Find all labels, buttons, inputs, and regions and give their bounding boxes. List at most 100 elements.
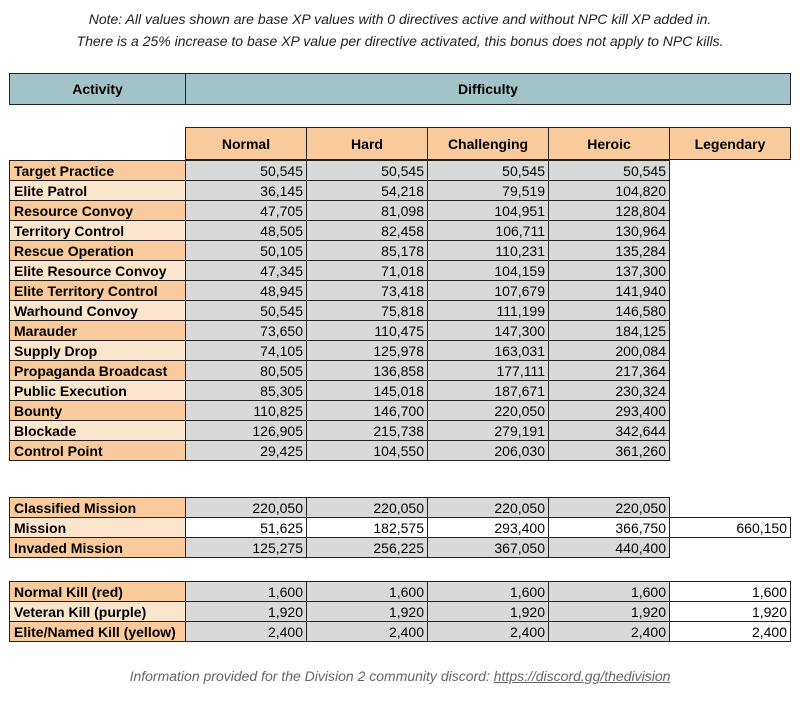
empty-cell <box>669 280 791 301</box>
discord-link[interactable]: https://discord.gg/thedivision <box>493 668 671 684</box>
row-label: Marauder <box>9 320 186 341</box>
table-row: Territory Control 48,505 82,458 106,711 130,… <box>9 220 791 241</box>
column-challenging: Challenging <box>427 127 549 160</box>
empty-cell <box>669 240 791 261</box>
table-row: Propaganda Broadcast 80,505 136,858 177,111… <box>9 360 791 381</box>
table-row: Supply Drop 74,105 125,978 163,031 200,084 <box>9 340 791 361</box>
xp-value-cell: 104,820 <box>548 180 670 201</box>
row-label: Supply Drop <box>9 340 186 361</box>
table-row: Invaded Mission 125,275 256,225 367,050 440,… <box>9 537 791 558</box>
table-row: Resource Convoy 47,705 81,098 104,951 128,80… <box>9 200 791 221</box>
table-row: Public Execution 85,305 145,018 187,671 230,… <box>9 380 791 401</box>
xp-value-cell: 146,580 <box>548 300 670 321</box>
xp-value-cell: 29,425 <box>185 440 307 461</box>
xp-value-cell: 48,505 <box>185 220 307 241</box>
table-row: Control Point 29,425 104,550 206,030 361,260 <box>9 440 791 461</box>
xp-value-cell: 1,920 <box>669 601 791 622</box>
xp-value-cell: 1,920 <box>185 601 307 622</box>
missions-table: Classified Mission 220,050 220,050 220,050 2… <box>9 497 791 558</box>
xp-value-cell: 200,084 <box>548 340 670 361</box>
xp-value-cell: 660,150 <box>669 517 791 538</box>
xp-value-cell: 366,750 <box>548 517 670 538</box>
xp-value-cell: 50,545 <box>548 160 670 181</box>
xp-value-cell: 220,050 <box>306 497 428 518</box>
activities-table: Target Practice 50,545 50,545 50,545 50,545 E… <box>9 160 791 461</box>
xp-value-cell: 1,920 <box>548 601 670 622</box>
kills-table: Normal Kill (red) 1,600 1,600 1,600 1,600 1,6… <box>9 581 791 642</box>
xp-value-cell: 50,545 <box>427 160 549 181</box>
xp-value-cell: 130,964 <box>548 220 670 241</box>
xp-value-cell: 71,018 <box>306 260 428 281</box>
xp-value-cell: 47,345 <box>185 260 307 281</box>
footer: Information provided for the Division 2 … <box>0 668 800 684</box>
xp-value-cell: 184,125 <box>548 320 670 341</box>
xp-value-cell: 73,650 <box>185 320 307 341</box>
table-row: Elite Patrol 36,145 54,218 79,519 104,820 <box>9 180 791 201</box>
xp-value-cell: 256,225 <box>306 537 428 558</box>
table-row: Blockade 126,905 215,738 279,191 342,644 <box>9 420 791 441</box>
empty-cell <box>669 320 791 341</box>
xp-value-cell: 177,111 <box>427 360 549 381</box>
table-row: Rescue Operation 50,105 85,178 110,231 135,2… <box>9 240 791 261</box>
empty-cell <box>669 537 791 558</box>
empty-cell <box>669 380 791 401</box>
xp-value-cell: 141,940 <box>548 280 670 301</box>
row-label: Blockade <box>9 420 186 441</box>
xp-value-cell: 145,018 <box>306 380 428 401</box>
row-label: Elite Resource Convoy <box>9 260 186 281</box>
xp-value-cell: 1,920 <box>427 601 549 622</box>
column-normal: Normal <box>185 127 307 160</box>
row-label: Veteran Kill (purple) <box>9 601 186 622</box>
row-label: Resource Convoy <box>9 200 186 221</box>
xp-value-cell: 1,600 <box>427 581 549 602</box>
xp-value-cell: 136,858 <box>306 360 428 381</box>
empty-cell <box>669 220 791 241</box>
table-row: Bounty 110,825 146,700 220,050 293,400 <box>9 400 791 421</box>
xp-value-cell: 279,191 <box>427 420 549 441</box>
row-label: Elite/Named Kill (yellow) <box>9 621 186 642</box>
xp-value-cell: 230,324 <box>548 380 670 401</box>
empty-cell <box>669 300 791 321</box>
xp-value-cell: 1,920 <box>306 601 428 622</box>
xp-value-cell: 2,400 <box>427 621 549 642</box>
row-label: Target Practice <box>9 160 186 181</box>
row-label: Rescue Operation <box>9 240 186 261</box>
xp-value-cell: 48,945 <box>185 280 307 301</box>
xp-value-cell: 2,400 <box>548 621 670 642</box>
table-row: Elite/Named Kill (yellow) 2,400 2,400 2,400… <box>9 621 791 642</box>
xp-value-cell: 367,050 <box>427 537 549 558</box>
xp-value-cell: 163,031 <box>427 340 549 361</box>
note-line-2: There is a 25% increase to base XP value… <box>76 33 724 49</box>
xp-value-cell: 47,705 <box>185 200 307 221</box>
empty-cell <box>669 360 791 381</box>
column-legendary: Legendary <box>669 127 791 160</box>
xp-value-cell: 36,145 <box>185 180 307 201</box>
empty-cell <box>669 340 791 361</box>
xp-value-cell: 220,050 <box>427 400 549 421</box>
difficulty-columns: Normal Hard Challenging Heroic Legendary <box>185 127 791 160</box>
empty-cell <box>669 497 791 518</box>
xp-value-cell: 50,105 <box>185 240 307 261</box>
empty-cell <box>669 260 791 281</box>
empty-cell <box>669 400 791 421</box>
table-row: Classified Mission 220,050 220,050 220,050 2… <box>9 497 791 518</box>
xp-value-cell: 128,804 <box>548 200 670 221</box>
table-row: Veteran Kill (purple) 1,920 1,920 1,920 1,92… <box>9 601 791 622</box>
xp-value-cell: 85,178 <box>306 240 428 261</box>
activity-header: Activity <box>9 73 186 105</box>
xp-value-cell: 147,300 <box>427 320 549 341</box>
xp-value-cell: 215,738 <box>306 420 428 441</box>
xp-value-cell: 104,951 <box>427 200 549 221</box>
xp-value-cell: 187,671 <box>427 380 549 401</box>
empty-cell <box>669 420 791 441</box>
note-line-1: Note: All values shown are base XP value… <box>88 11 712 27</box>
row-label: Warhound Convoy <box>9 300 186 321</box>
xp-value-cell: 81,098 <box>306 200 428 221</box>
xp-value-cell: 217,364 <box>548 360 670 381</box>
table-row: Normal Kill (red) 1,600 1,600 1,600 1,600 1,6… <box>9 581 791 602</box>
row-label: Control Point <box>9 440 186 461</box>
xp-value-cell: 107,679 <box>427 280 549 301</box>
xp-value-cell: 50,545 <box>185 300 307 321</box>
xp-value-cell: 50,545 <box>306 160 428 181</box>
row-label: Elite Patrol <box>9 180 186 201</box>
